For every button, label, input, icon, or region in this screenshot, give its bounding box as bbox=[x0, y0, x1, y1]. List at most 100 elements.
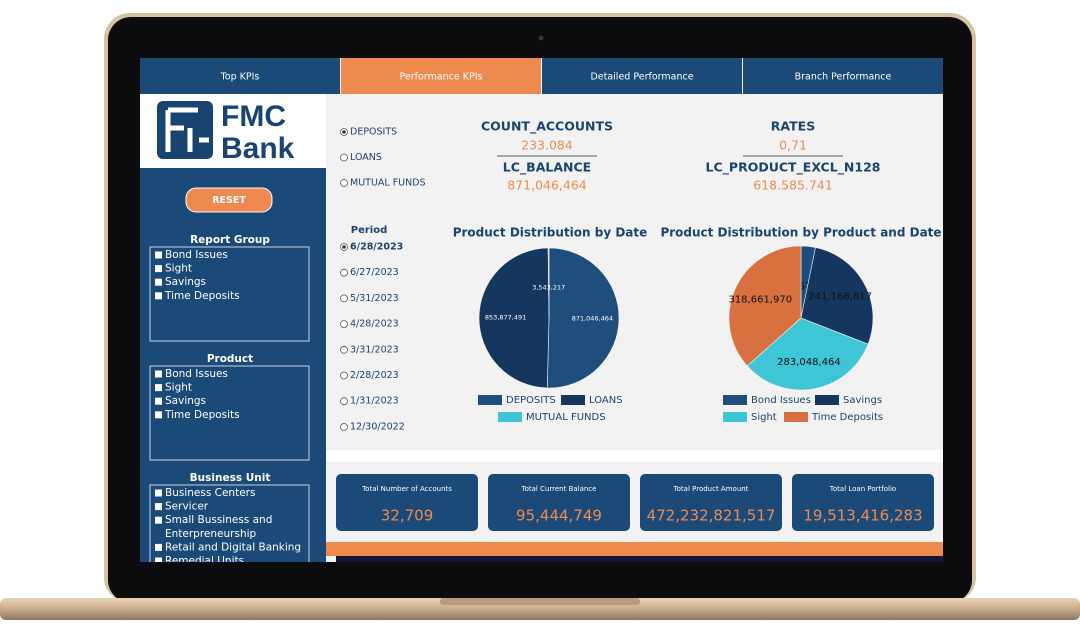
kpi-card bbox=[488, 474, 630, 531]
reset-label[interactable]: RESET bbox=[212, 195, 246, 206]
period-option[interactable]: 12/30/2022 bbox=[350, 421, 405, 432]
checkbox[interactable] bbox=[155, 265, 162, 273]
checkbox[interactable] bbox=[155, 384, 162, 392]
kpi-card bbox=[336, 474, 478, 531]
data-label: 28,167,214 bbox=[776, 282, 833, 293]
kpi-value: 32,709 bbox=[381, 507, 434, 525]
radio-dot bbox=[342, 130, 346, 134]
pie-slice bbox=[800, 247, 874, 345]
filter-box bbox=[149, 246, 310, 342]
tab[interactable] bbox=[743, 58, 943, 94]
data-label: 853,877,491 bbox=[485, 314, 526, 322]
radio[interactable] bbox=[340, 320, 348, 329]
filter-item[interactable]: Servicer bbox=[165, 501, 209, 513]
checkbox[interactable] bbox=[155, 397, 162, 405]
chart-title: Product Distribution by Date bbox=[453, 226, 648, 240]
checkbox[interactable] bbox=[155, 489, 162, 497]
period-option[interactable]: 2/28/2023 bbox=[350, 370, 399, 381]
tab[interactable] bbox=[341, 58, 541, 94]
legend-label: Sight bbox=[751, 412, 777, 423]
legend-swatch bbox=[815, 395, 839, 405]
filter-item[interactable]: Enterpreneurship bbox=[165, 528, 257, 540]
radio[interactable] bbox=[340, 268, 348, 277]
metric-value: 233.084 bbox=[521, 138, 573, 153]
legend-label: DEPOSITS bbox=[506, 395, 556, 406]
product-type-option[interactable]: DEPOSITS bbox=[350, 127, 397, 138]
filter-item[interactable]: Remedial Units bbox=[165, 555, 244, 567]
period-option[interactable]: 3/31/2023 bbox=[350, 344, 399, 355]
legend-swatch bbox=[784, 412, 808, 422]
filter-item[interactable]: Business Centers bbox=[165, 487, 255, 499]
radio[interactable] bbox=[340, 179, 348, 187]
checkbox[interactable] bbox=[155, 543, 162, 551]
filter-item[interactable]: Savings bbox=[165, 395, 206, 407]
radio[interactable] bbox=[340, 371, 348, 380]
kpi-label: Total Product Amount bbox=[673, 485, 749, 493]
filter-box bbox=[149, 365, 310, 461]
tab[interactable] bbox=[542, 58, 742, 94]
filter-item[interactable]: Bond Issues bbox=[165, 368, 228, 380]
metric-label: LC_BALANCE bbox=[503, 160, 591, 176]
product-type-option[interactable]: MUTUAL FUNDS bbox=[350, 178, 426, 189]
radio[interactable] bbox=[340, 153, 348, 162]
legend-label: Time Deposits bbox=[811, 412, 883, 423]
checkbox[interactable] bbox=[155, 516, 162, 524]
period-option[interactable]: 5/31/2023 bbox=[350, 293, 399, 304]
filter-item[interactable]: Sight bbox=[165, 263, 192, 275]
tab[interactable] bbox=[140, 58, 340, 94]
checkbox[interactable] bbox=[155, 278, 162, 286]
pie-slice bbox=[728, 245, 802, 367]
tab-label[interactable]: Performance KPIs bbox=[400, 72, 483, 83]
chart-title: Product Distribution by Product and Date bbox=[660, 226, 941, 240]
filter-title: Business Unit bbox=[190, 472, 271, 484]
metric-value: 871,046,464 bbox=[507, 178, 587, 193]
logo-icon bbox=[157, 101, 213, 159]
checkbox[interactable] bbox=[155, 503, 162, 511]
filter-item[interactable]: Time Deposits bbox=[164, 409, 240, 421]
checkbox[interactable] bbox=[155, 557, 162, 565]
filter-item[interactable]: Sight bbox=[165, 382, 192, 394]
tab-label[interactable]: Branch Performance bbox=[795, 72, 892, 83]
metric-label: RATES bbox=[771, 119, 815, 134]
separator bbox=[326, 450, 943, 462]
product-type-option[interactable]: LOANS bbox=[350, 152, 382, 163]
radio[interactable] bbox=[340, 345, 348, 354]
kpi-value: 19,513,416,283 bbox=[803, 507, 922, 525]
period-option[interactable]: 1/31/2023 bbox=[350, 396, 399, 407]
kpi-card bbox=[640, 474, 782, 531]
metric-label: LC_PRODUCT_EXCL_N128 bbox=[706, 160, 881, 176]
filter-item[interactable]: Savings bbox=[165, 276, 206, 288]
radio[interactable] bbox=[340, 397, 348, 406]
filter-item[interactable]: Time Deposits bbox=[164, 290, 240, 302]
period-option[interactable]: 4/28/2023 bbox=[350, 319, 399, 330]
kpi-label: Total Number of Accounts bbox=[361, 485, 452, 493]
metric-value: 0,71 bbox=[779, 138, 807, 153]
data-label: 241,168,817 bbox=[808, 292, 872, 303]
checkbox[interactable] bbox=[155, 370, 162, 378]
logo-name: FMC bbox=[221, 100, 286, 133]
footer-dark bbox=[336, 556, 943, 562]
radio[interactable] bbox=[340, 294, 348, 303]
metric-value: 618.585.741 bbox=[753, 178, 833, 193]
checkbox[interactable] bbox=[155, 292, 162, 300]
checkbox[interactable] bbox=[155, 251, 162, 259]
legend-swatch bbox=[561, 395, 585, 405]
radio[interactable] bbox=[340, 422, 348, 431]
filter-item[interactable]: Small Bussiness and bbox=[165, 514, 272, 526]
reset-button[interactable] bbox=[185, 187, 273, 213]
checkbox[interactable] bbox=[155, 411, 162, 419]
metric-label: COUNT_ACCOUNTS bbox=[481, 119, 613, 135]
kpi-label: Total Current Balance bbox=[520, 485, 596, 493]
period-option[interactable]: 6/28/2023 bbox=[350, 242, 403, 253]
pie-slice bbox=[746, 317, 869, 391]
pie-slice bbox=[546, 247, 620, 389]
filter-box bbox=[149, 484, 310, 562]
filter-item[interactable]: Retail and Digital Banking bbox=[165, 541, 301, 553]
filter-item[interactable]: Bond Issues bbox=[165, 249, 228, 261]
data-label: 871,046,464 bbox=[572, 315, 613, 323]
tab-label[interactable]: Top KPIs bbox=[220, 72, 260, 83]
filter-title: Report Group bbox=[190, 234, 270, 246]
tab-label[interactable]: Detailed Performance bbox=[590, 72, 693, 83]
dashboard: Top KPIs Performance KPIs Detailed Perform… bbox=[140, 58, 943, 567]
period-option[interactable]: 6/27/2023 bbox=[350, 267, 399, 278]
